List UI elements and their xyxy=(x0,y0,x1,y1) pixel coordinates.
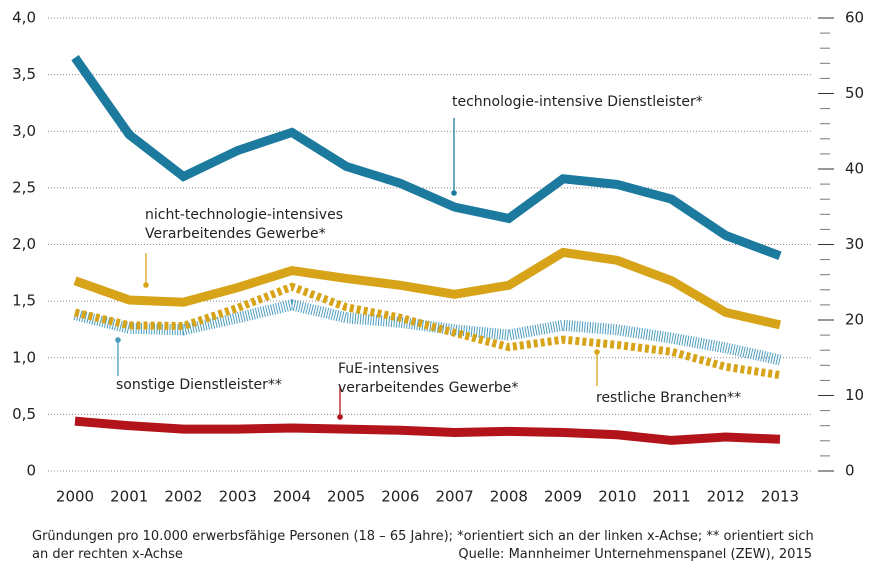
x-tick-label: 2004 xyxy=(273,488,311,506)
source: Quelle: Mannheimer Unternehmenspanel (ZE… xyxy=(458,547,812,562)
y-tick-label: 3,0 xyxy=(12,122,36,140)
chart: 0 0,5 1,0 1,5 2,0 2,5 3,0 3,5 4,0 0 10 20 30 40 50 60 20… xyxy=(12,9,864,506)
footnote: Gründungen pro 10.000 erwerbsfähige Pers… xyxy=(32,529,814,562)
series-label: sonstige Dienstleister** xyxy=(116,377,282,393)
x-tick-label: 2000 xyxy=(56,488,94,506)
series-line xyxy=(71,55,782,261)
x-tick-label: 2005 xyxy=(327,488,365,506)
x-tick-label: 2010 xyxy=(598,488,636,506)
y2-tick-label: 40 xyxy=(845,160,864,178)
x-tick-label: 2008 xyxy=(490,488,528,506)
x-tick-label: 2011 xyxy=(652,488,690,506)
y-tick-label: 3,5 xyxy=(12,65,36,83)
y2-tick-label: 20 xyxy=(845,311,864,329)
series-label: restliche Branchen** xyxy=(596,390,742,406)
y2-tick-label: 0 xyxy=(845,462,855,480)
x-tick-label: 2003 xyxy=(219,488,257,506)
x-tick-label: 2013 xyxy=(761,488,799,506)
y-tick-label: 4,0 xyxy=(12,9,36,27)
series-line xyxy=(74,416,781,445)
pointer-dot xyxy=(115,337,121,343)
x-tick-label: 2007 xyxy=(436,488,474,506)
pointer-dot xyxy=(337,414,343,420)
y-tick-label: 1,0 xyxy=(12,348,36,366)
y2-tick-label: 60 xyxy=(845,9,864,27)
x-tick-label: 2002 xyxy=(164,488,202,506)
series-line xyxy=(73,247,782,330)
series-label: FuE-intensives verarbeitendes Gewerbe* xyxy=(338,361,519,396)
series-label: nicht-technologie-intensives Verarbeiten… xyxy=(145,207,343,242)
x-tick-label: 2006 xyxy=(381,488,419,506)
x-tick-label: 2012 xyxy=(707,488,745,506)
y-tick-label: 2,0 xyxy=(12,235,36,253)
series-label: technologie-intensive Dienstleister* xyxy=(452,94,703,110)
pointer-dot xyxy=(143,282,149,288)
y-tick-label: 0 xyxy=(26,462,36,480)
series-line xyxy=(74,282,781,380)
x-tick-label: 2001 xyxy=(110,488,148,506)
pointer-dot xyxy=(451,190,457,196)
pointer-dot xyxy=(594,349,600,355)
x-tick-label: 2009 xyxy=(544,488,582,506)
y-tick-label: 1,5 xyxy=(12,292,36,310)
y-tick-label: 0,5 xyxy=(12,405,36,423)
y-tick-label: 2,5 xyxy=(12,178,36,196)
y2-tick-label: 50 xyxy=(845,84,864,102)
y2-tick-label: 10 xyxy=(845,386,864,404)
y2-tick-label: 30 xyxy=(845,235,864,253)
